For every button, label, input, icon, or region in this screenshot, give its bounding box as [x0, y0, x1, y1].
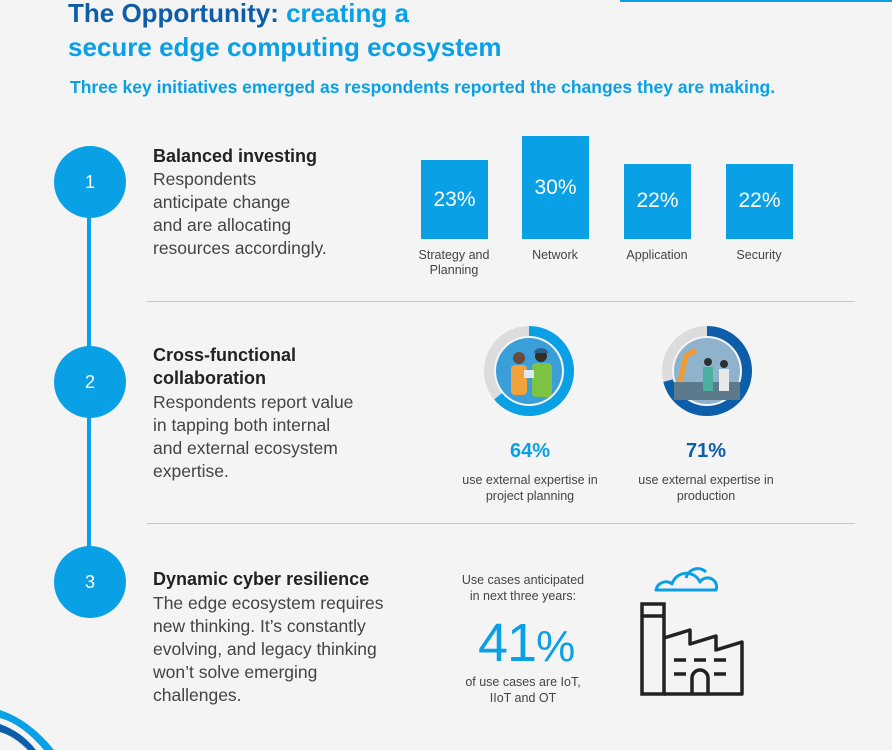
ring-1-percent: 64% — [509, 440, 551, 462]
section-3-body: The edge ecosystem requires new thinking… — [153, 592, 384, 707]
body-line: Respondents report value — [153, 392, 354, 412]
cloud-factory-icon — [640, 567, 744, 696]
title-strong: The Opportunity: — [68, 0, 279, 28]
body-line: anticipate change — [153, 192, 291, 212]
body-line: new thinking. It’s constantly — [153, 616, 366, 636]
section-1-body: Respondents anticipate change and are al… — [153, 168, 327, 260]
section-divider — [147, 301, 855, 302]
body-line: and are allocating — [153, 215, 292, 235]
bar-application: 22% — [624, 163, 691, 239]
step-3-circle: 3 — [54, 546, 126, 618]
ring-1-caption: use external expertise in project plannin… — [462, 473, 598, 503]
step-number: 1 — [84, 171, 95, 192]
body-line: Respondents — [153, 169, 257, 189]
body-line: won’t solve emerging — [153, 662, 318, 682]
title-light-2: secure edge computing ecosystem — [68, 32, 502, 62]
ring-2-caption: use external expertise in production — [638, 473, 774, 503]
body-line: expertise. — [153, 461, 229, 481]
ring-chart-71 — [662, 326, 752, 416]
title-light-1: creating a — [286, 0, 409, 28]
body-line: in tapping both internal — [153, 415, 331, 435]
bar-strategy-planning: 23% — [421, 160, 488, 239]
section-divider — [147, 523, 855, 524]
step-number: 2 — [84, 371, 95, 392]
step-1-circle: 1 — [54, 146, 126, 218]
use-cases-caption: of use cases are IoT, IIoT and OT — [465, 675, 581, 705]
section-2-body: Respondents report value in tapping both… — [153, 391, 353, 483]
body-line: and external ecosystem — [153, 438, 338, 458]
body-line: evolving, and legacy thinking — [153, 639, 377, 659]
page-title: The Opportunity: creating a secure edge … — [68, 0, 501, 64]
bar-network: 30% — [522, 136, 589, 239]
bar-security: 22% — [726, 163, 793, 239]
step-2-circle: 2 — [54, 346, 126, 418]
timeline-line — [87, 410, 91, 552]
section-2-heading: Cross-functional collaboration — [153, 345, 297, 388]
ring-2-percent: 71% — [685, 440, 727, 462]
section-1-heading: Balanced investing — [153, 146, 318, 166]
body-line: resources accordingly. — [153, 238, 327, 258]
step-number: 3 — [84, 571, 95, 592]
use-cases-big-number: 41% — [478, 613, 575, 673]
body-line: challenges. — [153, 685, 242, 705]
people-tablet-icon — [511, 348, 552, 397]
ring-chart-64 — [484, 326, 574, 416]
bar-label-strategy-planning: Strategy and Planning — [418, 248, 490, 277]
factory-robot-icon — [674, 347, 740, 400]
corner-swoosh-decoration — [0, 710, 54, 750]
section-3-heading: Dynamic cyber resilience — [153, 569, 370, 589]
bar-label-network: Network — [532, 248, 578, 262]
use-cases-label: Use cases anticipated in next three years… — [461, 573, 585, 603]
top-accent-line — [620, 0, 892, 2]
body-line: The edge ecosystem requires — [153, 593, 384, 613]
bar-label-application: Application — [626, 248, 688, 262]
bar-label-security: Security — [736, 248, 782, 262]
timeline-line — [87, 208, 91, 352]
page-subtitle: Three key initiatives emerged as respond… — [70, 77, 776, 97]
